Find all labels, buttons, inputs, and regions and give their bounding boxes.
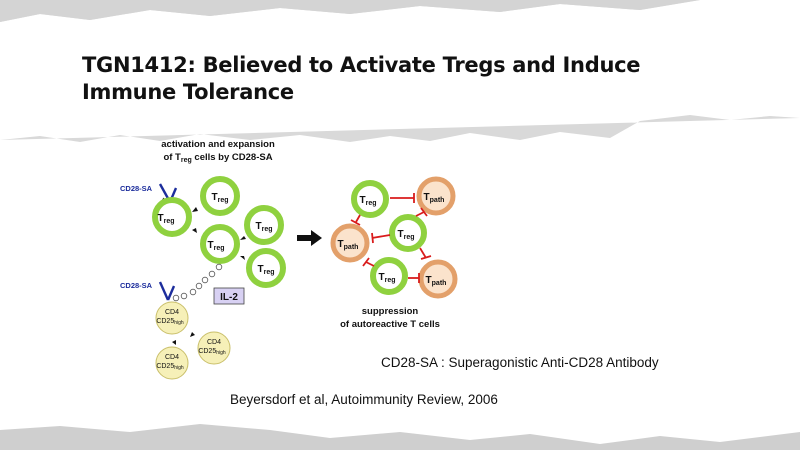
- svg-text:CD4: CD4: [165, 354, 179, 361]
- treg-cell: Treg: [200, 176, 240, 216]
- treg-cell: Treg: [152, 197, 192, 237]
- treg-cell: Treg: [351, 180, 389, 218]
- svg-text:Treg: Treg: [207, 240, 224, 252]
- treg-cell: Treg: [244, 205, 284, 245]
- svg-text:Treg: Treg: [255, 221, 272, 233]
- il2-dots: [172, 263, 223, 302]
- cd4-cd25high-cell: CD4 CD25high: [197, 331, 231, 365]
- svg-text:CD4: CD4: [165, 309, 179, 316]
- right-heading-line2: of autoreactive T cells: [340, 319, 440, 330]
- inhibition-markers: [350, 193, 432, 283]
- transition-arrow-icon: [297, 230, 322, 246]
- svg-text:Treg: Treg: [157, 213, 174, 225]
- left-heading-line1: activation and expansion: [161, 139, 275, 150]
- svg-text:Treg: Treg: [211, 192, 228, 204]
- treg-cell: Treg: [246, 248, 286, 288]
- svg-text:Treg: Treg: [257, 264, 274, 276]
- expansion-arrows: [172, 332, 195, 345]
- svg-text:Tpath: Tpath: [426, 275, 447, 287]
- svg-text:Tpath: Tpath: [338, 239, 359, 251]
- slide-title: TGN1412: Believed to Activate Tregs and …: [82, 52, 722, 106]
- svg-text:IL-2: IL-2: [220, 292, 238, 303]
- svg-text:CD25high: CD25high: [156, 363, 184, 371]
- slide-title-line2: Immune Tolerance: [82, 80, 294, 104]
- treg-cell: Treg: [389, 214, 427, 252]
- svg-text:Tpath: Tpath: [424, 192, 445, 204]
- cd28sa-label-top: CD28-SA: [120, 184, 153, 193]
- cd4-cd25high-cell: CD4 CD25high: [155, 346, 189, 380]
- definition-text: CD28-SA : Superagonistic Anti-CD28 Antib…: [381, 355, 659, 370]
- tpath-cell: Tpath: [418, 259, 458, 299]
- paper-top-shadow: [0, 0, 700, 22]
- tpath-cell: Tpath: [330, 223, 370, 263]
- svg-text:Treg: Treg: [397, 229, 414, 241]
- svg-text:CD4: CD4: [207, 339, 221, 346]
- antibody-icon: [158, 281, 176, 301]
- expansion-arrows: [192, 207, 246, 260]
- right-heading-line1: suppression: [362, 306, 419, 317]
- svg-text:CD25high: CD25high: [156, 318, 184, 326]
- tpath-cell: Tpath: [416, 176, 456, 216]
- svg-text:CD25high: CD25high: [198, 348, 226, 356]
- citation-text: Beyersdorf et al, Autoimmunity Review, 2…: [230, 392, 498, 407]
- treg-cell: Treg: [370, 257, 408, 295]
- cd28sa-label-bottom: CD28-SA: [120, 281, 153, 290]
- left-heading-line2: of Treg cells by CD28-SA: [163, 152, 272, 164]
- slide-title-line1: TGN1412: Believed to Activate Tregs and …: [82, 53, 641, 77]
- il2-badge: IL-2: [213, 287, 245, 305]
- right-panel: Treg Treg Treg Tpath Tpath Tpath: [330, 176, 458, 330]
- paper-bottom-edge: [0, 424, 800, 450]
- left-panel: activation and expansion of Treg cells b…: [120, 139, 286, 380]
- cd4-cd25high-cell: CD4 CD25high: [155, 301, 189, 335]
- treg-cell: Treg: [200, 224, 240, 264]
- svg-text:Treg: Treg: [359, 195, 376, 207]
- svg-text:Treg: Treg: [378, 272, 395, 284]
